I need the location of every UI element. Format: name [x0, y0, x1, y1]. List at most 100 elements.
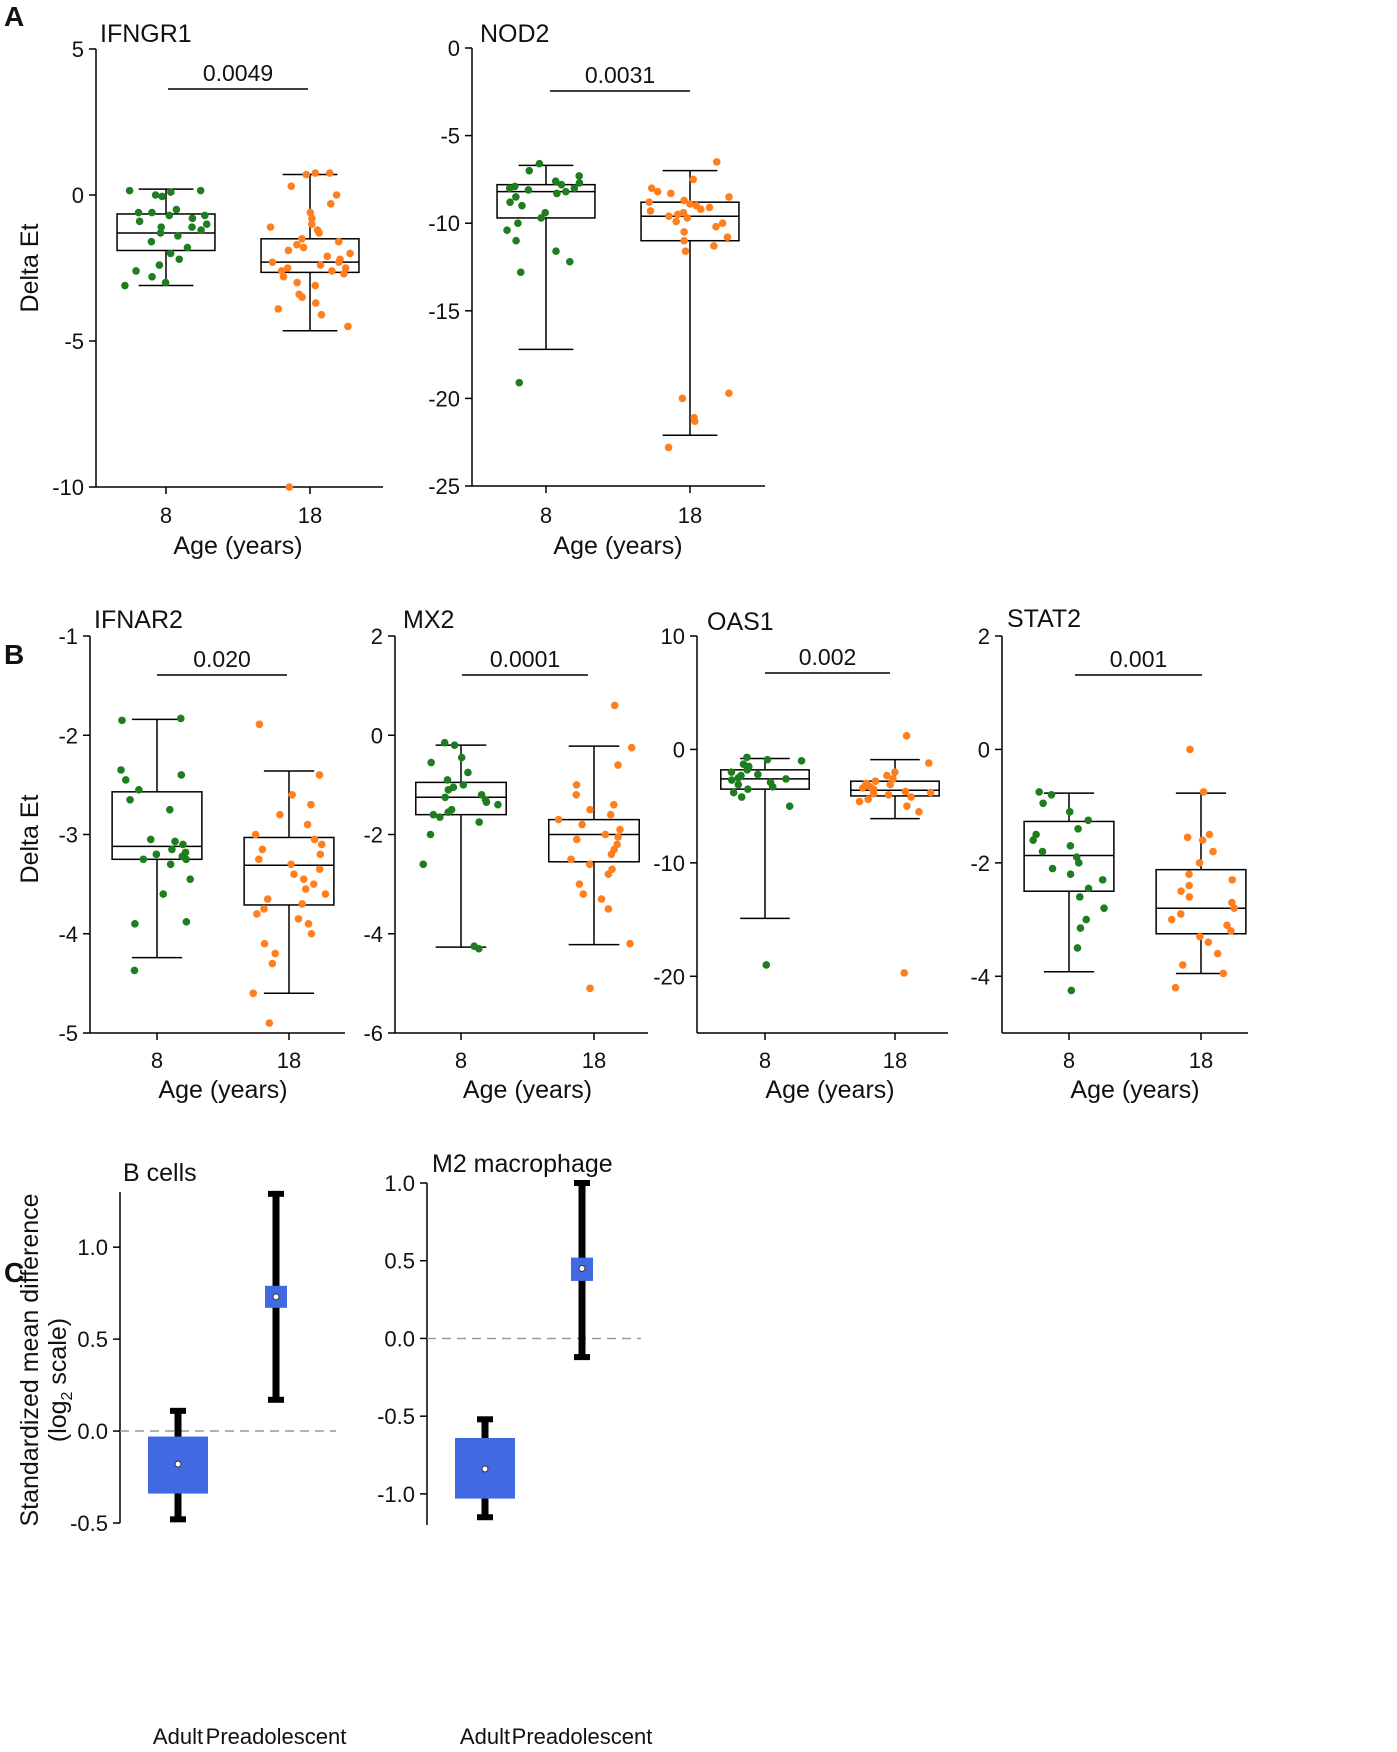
data-point — [552, 247, 560, 256]
data-point — [464, 768, 472, 777]
data-point — [551, 177, 560, 185]
chart-nod2: NOD2 0 -5 -10 -15 -20 -25 8 18 Age (years) 0.0031 — [428, 20, 765, 560]
data-point — [855, 797, 864, 806]
data-point — [260, 905, 268, 913]
data-point — [647, 184, 656, 192]
data-point — [340, 270, 348, 278]
data-point — [1196, 932, 1204, 941]
data-point — [727, 776, 736, 784]
y-tick-label: -10 — [653, 851, 685, 876]
data-point — [265, 1019, 274, 1027]
data-point — [459, 781, 468, 789]
data-point — [1076, 924, 1085, 932]
data-point — [271, 949, 279, 958]
data-point — [186, 875, 195, 883]
data-point — [557, 180, 566, 189]
data-point — [308, 214, 316, 223]
data-point — [307, 929, 316, 938]
data-point — [869, 789, 878, 798]
data-point — [680, 236, 688, 245]
data-point — [302, 170, 311, 179]
y-tick-label: -20 — [428, 386, 460, 411]
y-tick-label: 0.5 — [384, 1249, 415, 1274]
data-point — [177, 714, 185, 723]
data-point — [307, 800, 315, 809]
data-point — [475, 944, 483, 953]
data-point — [1066, 842, 1075, 850]
y-axis-label-units-subscript: 2 — [59, 1391, 76, 1400]
data-point — [680, 228, 688, 236]
data-point — [315, 229, 323, 237]
data-point — [152, 850, 161, 859]
data-point — [902, 732, 911, 740]
estimate-point — [272, 1293, 280, 1301]
data-point — [712, 222, 720, 231]
data-point — [567, 855, 575, 864]
data-point — [1065, 808, 1074, 816]
y-tick-label: 0.0 — [384, 1326, 415, 1351]
data-point — [518, 201, 526, 210]
data-point — [148, 272, 156, 281]
data-point — [710, 242, 718, 250]
data-point — [1186, 745, 1194, 754]
chart-title: NOD2 — [480, 20, 549, 48]
data-point — [182, 918, 191, 926]
data-point — [562, 187, 570, 196]
data-point — [284, 246, 293, 255]
box-iqr — [548, 818, 640, 863]
data-point — [287, 182, 296, 191]
data-point — [457, 753, 466, 762]
data-point — [1167, 915, 1176, 924]
panel-label-c: C — [4, 1257, 24, 1288]
data-point — [287, 860, 295, 869]
x-tick-label: 8 — [759, 1048, 771, 1073]
data-point — [1171, 983, 1180, 992]
data-point — [188, 223, 196, 231]
data-point — [915, 808, 923, 816]
chart-bcells: B cells 1.0 0.5 0.0 -0.5 Standardized mean di… — [16, 1159, 346, 1749]
data-point — [541, 208, 549, 217]
data-point — [188, 214, 197, 223]
data-point — [1100, 904, 1108, 913]
y-tick-label: -2 — [58, 723, 78, 748]
data-point — [135, 217, 144, 226]
x-axis-label: Age (years) — [463, 1076, 592, 1104]
data-point — [727, 768, 736, 776]
data-point — [586, 984, 594, 993]
data-point — [166, 860, 175, 869]
data-point — [871, 777, 880, 785]
data-point — [680, 196, 688, 205]
x-tick-label: 8 — [540, 503, 552, 528]
data-point — [734, 780, 743, 789]
data-point — [503, 226, 511, 235]
data-point — [1178, 961, 1187, 969]
data-point — [1195, 859, 1204, 867]
chart-title: STAT2 — [1007, 605, 1081, 633]
data-point — [570, 184, 579, 192]
data-point — [118, 716, 126, 725]
data-point — [148, 208, 156, 217]
x-tick-label: 8 — [455, 1048, 467, 1073]
data-point — [1227, 927, 1235, 935]
data-point — [200, 211, 209, 220]
y-tick-label: 1.0 — [77, 1235, 108, 1260]
p-value-label: 0.0049 — [203, 60, 273, 86]
data-point — [525, 166, 534, 175]
data-point — [586, 805, 594, 814]
chart-ifngr1: IFNGR1 5 0 -5 -10 Delta Et 8 18 Age (years) 0.004… — [16, 20, 383, 560]
data-point — [482, 798, 491, 807]
data-point — [426, 830, 435, 839]
data-point — [782, 775, 790, 783]
data-point — [440, 738, 449, 747]
data-point — [672, 217, 680, 226]
data-point — [725, 193, 733, 201]
data-point — [1223, 921, 1231, 930]
data-point — [165, 211, 174, 220]
data-point — [298, 235, 306, 243]
data-point — [172, 205, 181, 214]
data-point — [268, 258, 277, 266]
data-point — [179, 840, 187, 849]
data-point — [156, 229, 165, 237]
y-tick-label: -2 — [363, 823, 383, 848]
data-point — [737, 793, 746, 801]
